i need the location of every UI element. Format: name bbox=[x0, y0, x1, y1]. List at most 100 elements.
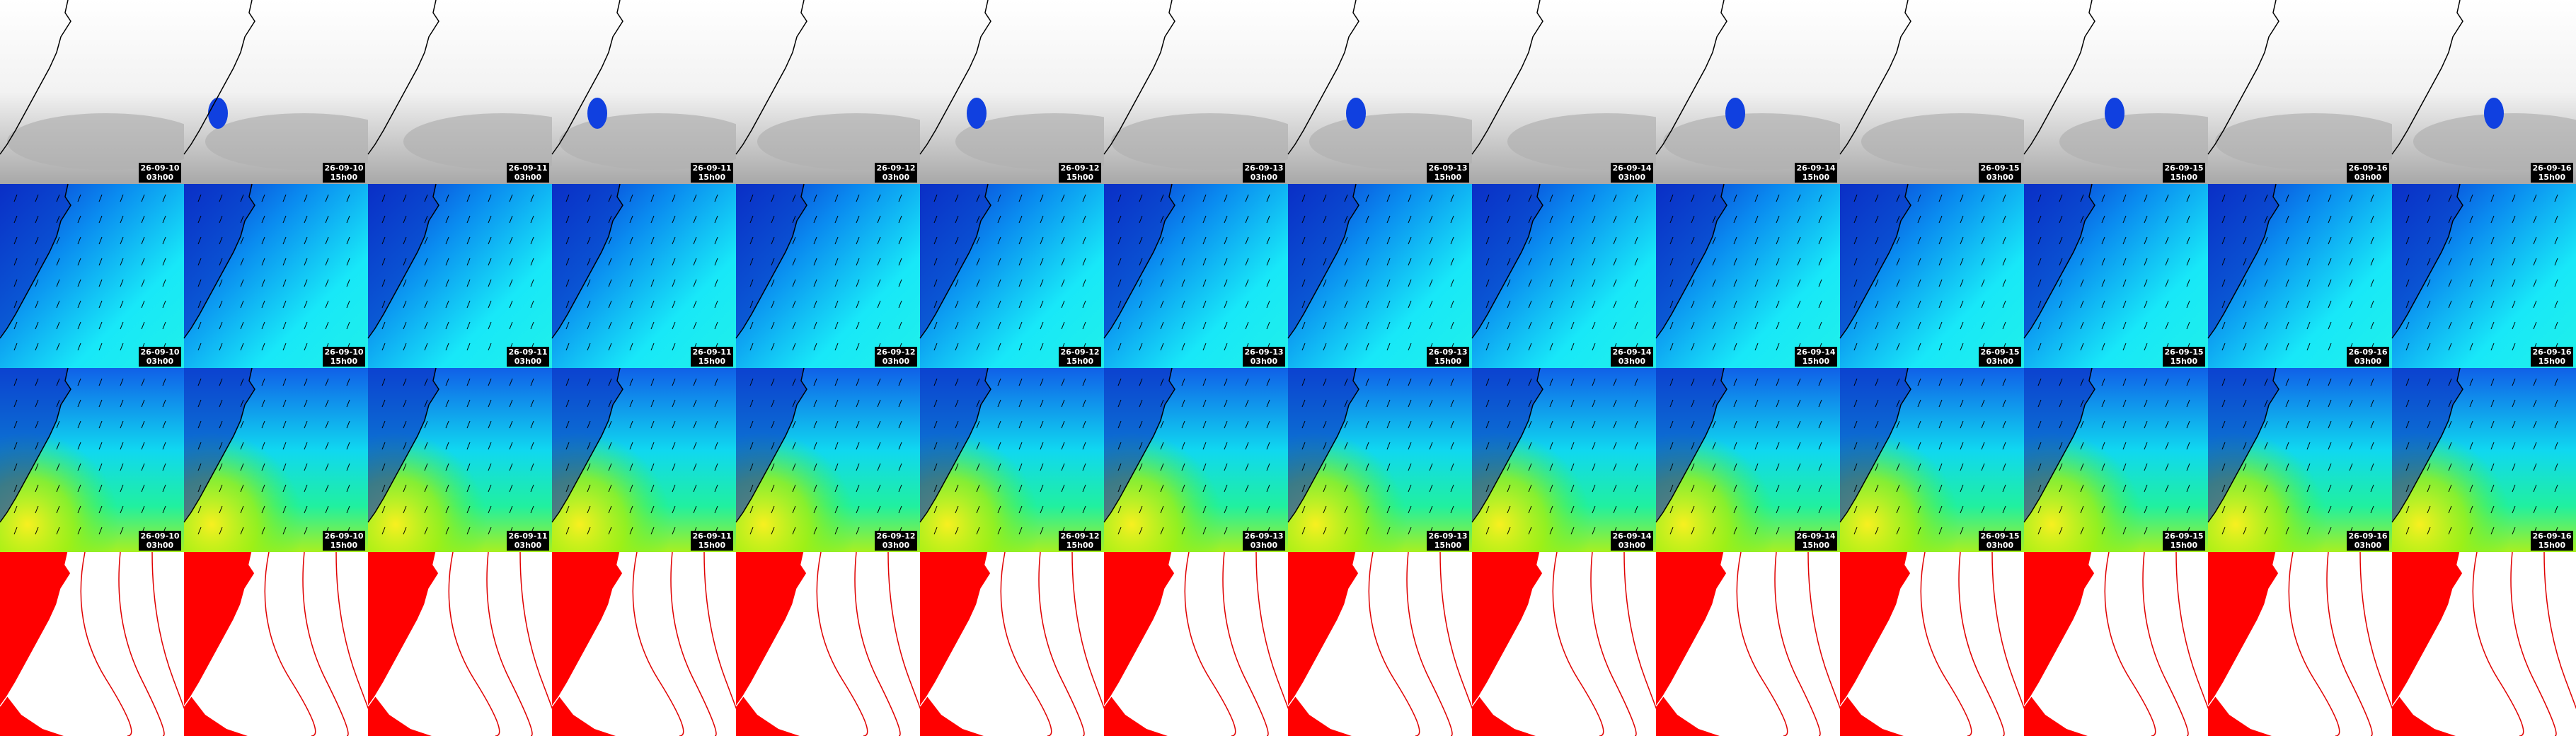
coastline bbox=[551, 551, 623, 707]
wind-arrow bbox=[629, 399, 633, 408]
land bbox=[552, 184, 623, 338]
wind-arrow bbox=[1139, 463, 1143, 471]
wind-arrow bbox=[488, 194, 492, 202]
coastline bbox=[0, 183, 71, 339]
wind-arrow bbox=[1266, 279, 1270, 287]
wind-arrow bbox=[304, 343, 308, 351]
wind-arrow bbox=[1733, 215, 1737, 224]
wind-arrow bbox=[714, 215, 718, 224]
wind-arrow bbox=[1365, 279, 1369, 287]
depth-contour bbox=[816, 551, 868, 736]
wind-arrow bbox=[1117, 463, 1122, 471]
wind-arrow bbox=[1485, 343, 1490, 351]
wind-arrow bbox=[240, 420, 244, 429]
wind-arrow bbox=[1061, 321, 1065, 330]
coastline bbox=[1655, 0, 1727, 155]
wind-arrow bbox=[2554, 378, 2558, 386]
wind-arrow bbox=[162, 215, 166, 224]
wind-arrow bbox=[608, 505, 612, 514]
wind-arrow bbox=[1938, 343, 1943, 351]
wind-arrow bbox=[792, 442, 796, 450]
wind-arrow bbox=[282, 300, 287, 309]
wind-arrow bbox=[141, 300, 145, 309]
wind-arrow bbox=[1301, 194, 1306, 202]
wind-arrow bbox=[488, 321, 492, 330]
time-label: 15h00 bbox=[2170, 357, 2198, 366]
wind-arrow bbox=[1040, 194, 1044, 202]
wind-arrow bbox=[1117, 399, 1122, 408]
wind-arrow bbox=[445, 463, 449, 471]
wind-arrow bbox=[1040, 505, 1044, 514]
wind-arrow bbox=[2328, 321, 2332, 330]
wind-arrow bbox=[693, 236, 697, 245]
map-tile bbox=[183, 551, 379, 736]
wind-arrow bbox=[2469, 420, 2473, 429]
wind-arrow bbox=[1202, 300, 1207, 309]
land bbox=[368, 184, 439, 338]
wind-arrow bbox=[792, 215, 796, 224]
time-label: 15h00 bbox=[2538, 541, 2566, 550]
wind-arrow bbox=[261, 300, 265, 309]
wind-arrow bbox=[2059, 194, 2063, 202]
wind-arrow bbox=[2002, 300, 2006, 309]
wind-arrow bbox=[1429, 300, 1433, 309]
wind-arrow bbox=[1818, 442, 1822, 450]
wind-arrow bbox=[898, 279, 902, 287]
wind-arrow bbox=[693, 279, 697, 287]
wind-arrow bbox=[2490, 420, 2495, 429]
wind-arrow bbox=[2512, 321, 2516, 330]
wind-arrow bbox=[120, 442, 124, 450]
wind-arrow bbox=[1040, 236, 1044, 245]
wind-arrow bbox=[530, 420, 534, 429]
wind-arrow bbox=[2490, 236, 2495, 245]
wind-arrow bbox=[976, 236, 980, 245]
wind-arrow bbox=[1450, 505, 1454, 514]
wind-arrow bbox=[2101, 321, 2105, 330]
wind-arrow bbox=[749, 463, 754, 471]
wind-arrow bbox=[282, 321, 287, 330]
wind-arrow bbox=[1981, 484, 1985, 493]
wind-arrow bbox=[1301, 236, 1306, 245]
wind-arrow bbox=[1669, 236, 1674, 245]
wind-arrow bbox=[2122, 258, 2127, 266]
wind-arrow bbox=[304, 279, 308, 287]
wind-arrow bbox=[1018, 484, 1023, 493]
wind-arrow bbox=[197, 420, 202, 429]
wind-arrow bbox=[346, 215, 350, 224]
time-label-box bbox=[875, 163, 917, 183]
land-south bbox=[0, 696, 64, 736]
wind-arrow bbox=[2349, 215, 2353, 224]
wind-arrow bbox=[565, 215, 570, 224]
wind-arrow bbox=[1570, 236, 1575, 245]
coastline bbox=[2023, 551, 2095, 707]
wind-arrow bbox=[1896, 420, 1900, 429]
wind-arrow bbox=[1592, 215, 1596, 224]
wind-arrow bbox=[1592, 420, 1596, 429]
wind-arrow bbox=[650, 215, 655, 224]
wind-arrow bbox=[2328, 505, 2332, 514]
wind-arrow bbox=[2059, 343, 2063, 351]
wind-arrow bbox=[261, 215, 265, 224]
wind-arrow bbox=[1712, 215, 1716, 224]
wind-arrow bbox=[1712, 420, 1716, 429]
wind-arrow bbox=[1181, 194, 1185, 202]
wind-arrow bbox=[403, 258, 407, 266]
wind-arrow bbox=[2554, 258, 2558, 266]
time-label: 15h00 bbox=[1066, 541, 1094, 550]
wind-arrow bbox=[1797, 505, 1801, 514]
wind-arrow bbox=[346, 300, 350, 309]
wind-arrow bbox=[1797, 420, 1801, 429]
wind-arrow bbox=[933, 194, 938, 202]
wind-arrow bbox=[2080, 300, 2084, 309]
wind-arrow bbox=[304, 321, 308, 330]
wind-arrow bbox=[1181, 300, 1185, 309]
wind-arrow bbox=[1938, 420, 1943, 429]
wind-arrow bbox=[1712, 378, 1716, 386]
